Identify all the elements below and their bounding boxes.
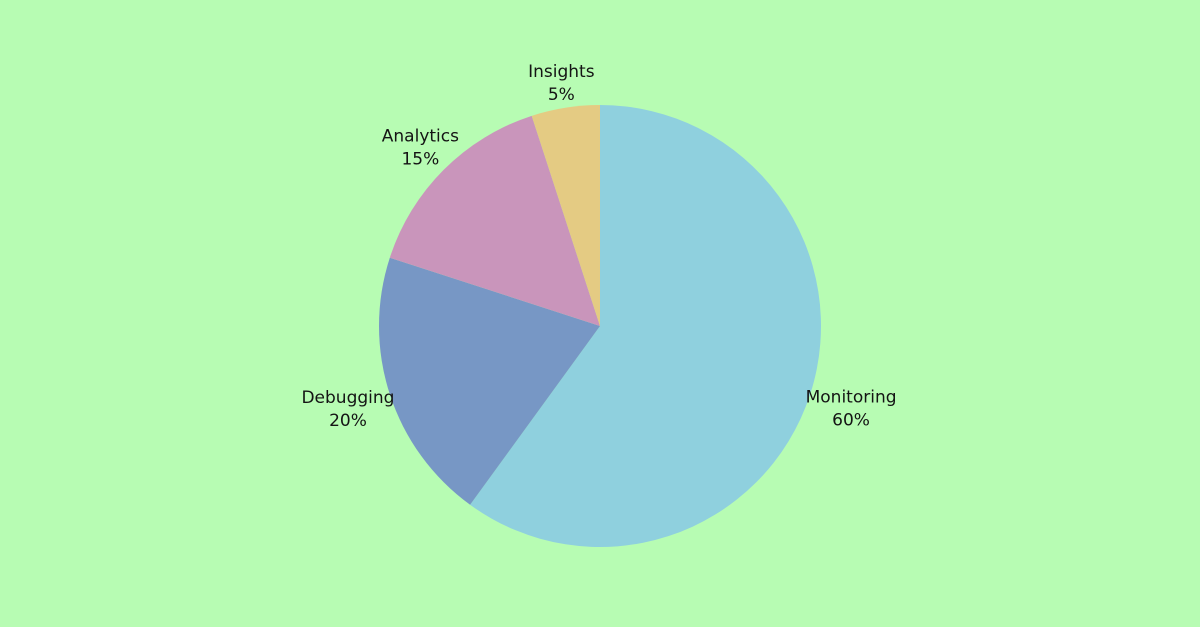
pie-slice-debugging: [378, 257, 600, 505]
slice-percent-analytics: 15%: [401, 149, 439, 169]
pie-slices: [378, 105, 821, 548]
pie-slice-insights: [531, 105, 600, 326]
slice-label-analytics: Analytics: [382, 126, 459, 146]
slice-percent-monitoring: 60%: [832, 411, 870, 431]
slice-label-insights: Insights: [528, 62, 595, 82]
slice-percent-insights: 5%: [548, 85, 575, 105]
pie-slice-analytics: [389, 115, 600, 326]
slice-percent-debugging: 20%: [329, 411, 367, 431]
pie-labels: Monitoring 60% Debugging 20% Analytics 15% Ins…: [301, 62, 896, 431]
slice-label-monitoring: Monitoring: [806, 388, 897, 408]
slice-label-debugging: Debugging: [301, 388, 394, 408]
pie-slice-monitoring: [470, 105, 821, 548]
